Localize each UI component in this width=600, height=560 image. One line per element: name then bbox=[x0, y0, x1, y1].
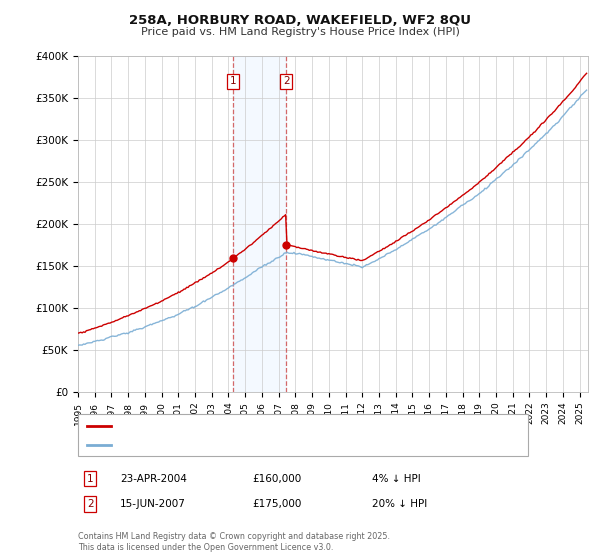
Text: 23-APR-2004: 23-APR-2004 bbox=[120, 474, 187, 484]
Text: 20% ↓ HPI: 20% ↓ HPI bbox=[372, 499, 427, 509]
Text: 15-JUN-2007: 15-JUN-2007 bbox=[120, 499, 186, 509]
Text: £160,000: £160,000 bbox=[252, 474, 301, 484]
Text: 1: 1 bbox=[230, 76, 236, 86]
Text: 1: 1 bbox=[87, 474, 94, 484]
Text: 258A, HORBURY ROAD, WAKEFIELD, WF2 8QU (detached house): 258A, HORBURY ROAD, WAKEFIELD, WF2 8QU (… bbox=[117, 421, 431, 431]
Text: 2: 2 bbox=[283, 76, 290, 86]
Bar bbox=[233, 56, 286, 392]
Text: 258A, HORBURY ROAD, WAKEFIELD, WF2 8QU: 258A, HORBURY ROAD, WAKEFIELD, WF2 8QU bbox=[129, 14, 471, 27]
Text: HPI: Average price, detached house, Wakefield: HPI: Average price, detached house, Wake… bbox=[117, 440, 345, 450]
Text: Price paid vs. HM Land Registry's House Price Index (HPI): Price paid vs. HM Land Registry's House … bbox=[140, 27, 460, 37]
Text: 2: 2 bbox=[87, 499, 94, 509]
Text: Contains HM Land Registry data © Crown copyright and database right 2025.
This d: Contains HM Land Registry data © Crown c… bbox=[78, 532, 390, 552]
Text: 4% ↓ HPI: 4% ↓ HPI bbox=[372, 474, 421, 484]
Text: £175,000: £175,000 bbox=[252, 499, 301, 509]
